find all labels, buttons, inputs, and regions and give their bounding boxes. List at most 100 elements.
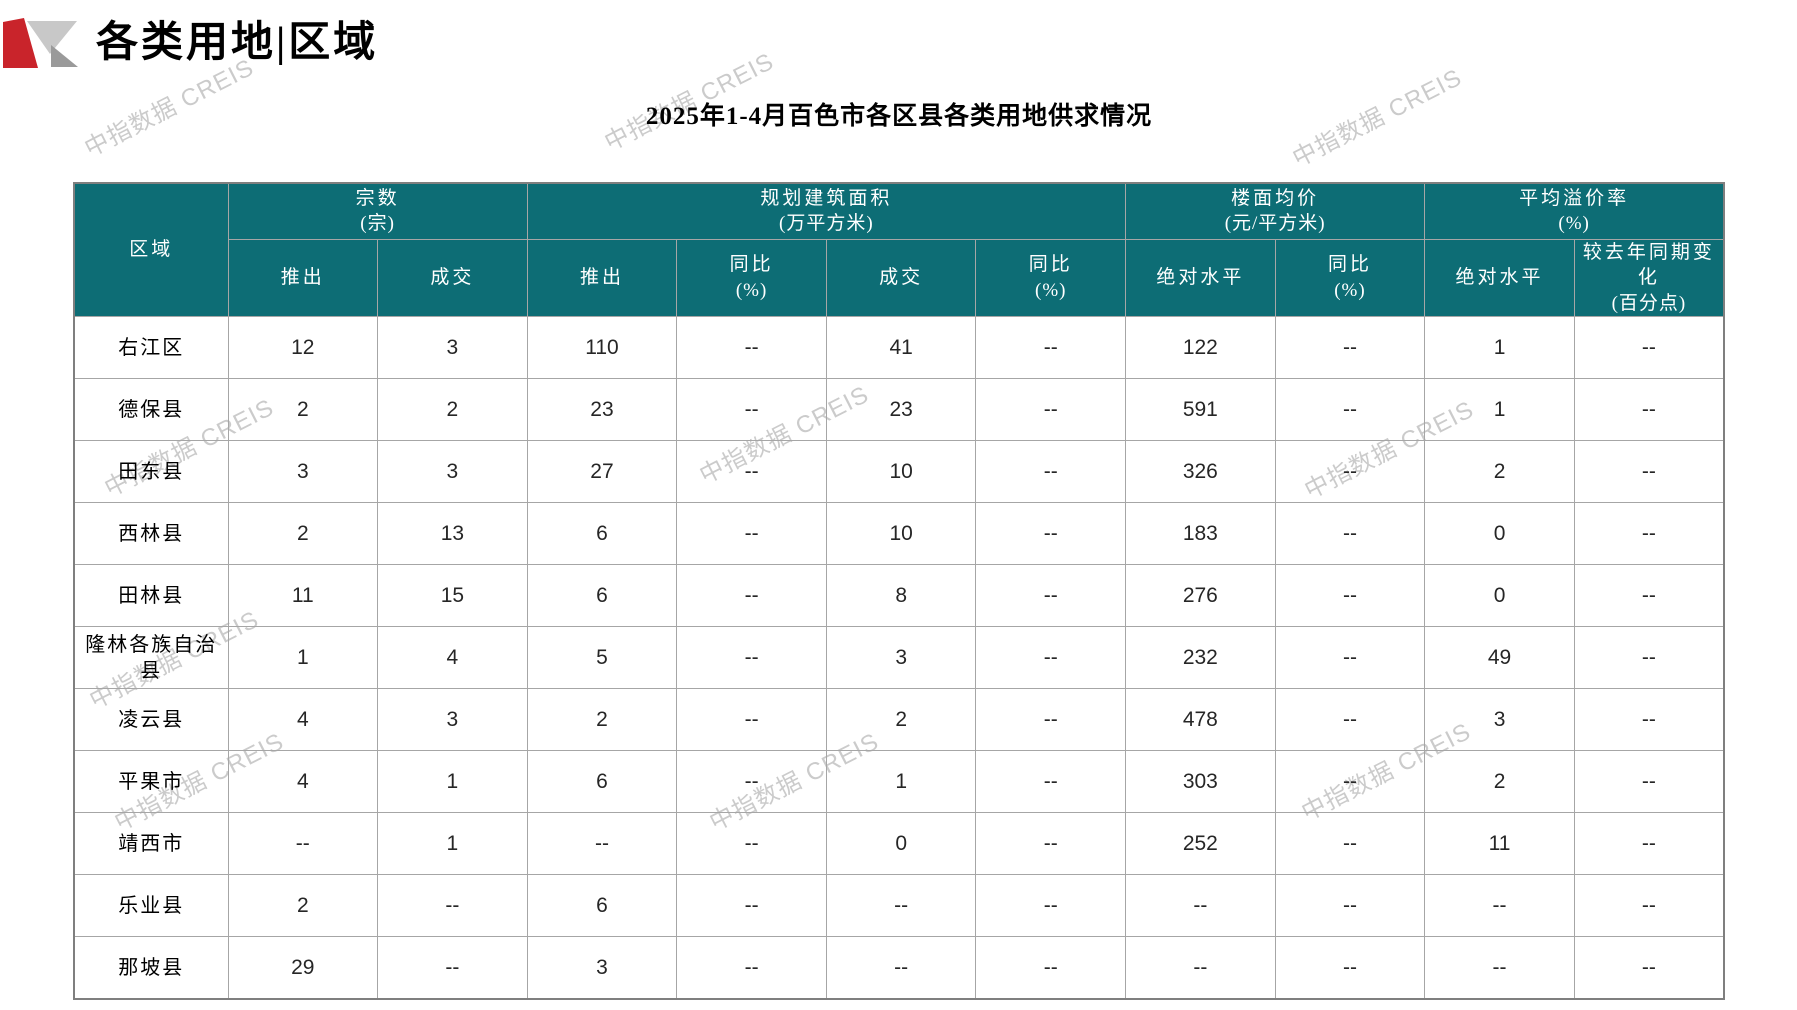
value-cell: 4 xyxy=(227,750,379,814)
header-label: 推出 xyxy=(280,267,325,289)
value-cell: -- xyxy=(1274,936,1426,1000)
value-cell: -- xyxy=(975,874,1127,938)
value-cell: 252 xyxy=(1125,812,1276,876)
value-cell: -- xyxy=(676,936,827,1000)
value-cell: 3 xyxy=(1424,688,1575,752)
value-cell: 15 xyxy=(377,564,528,628)
header-label: 平均溢价率 xyxy=(1519,187,1630,209)
value-cell: -- xyxy=(975,688,1127,752)
header-unit: (%) xyxy=(1334,279,1366,301)
value-cell: 1 xyxy=(1424,316,1575,380)
header-label: 绝对水平 xyxy=(1455,267,1544,289)
value-cell: 2 xyxy=(1424,440,1575,504)
value-cell: 3 xyxy=(825,626,977,690)
region-cell: 田东县 xyxy=(73,440,229,504)
region-cell: 隆林各族自治县 xyxy=(73,626,229,690)
value-cell: 2 xyxy=(227,502,379,566)
value-cell: -- xyxy=(676,750,827,814)
group-header: 宗数 (宗) xyxy=(227,182,528,240)
table-row: 田东县 3 3 27 -- 10 -- 326 -- 2 -- xyxy=(73,440,1725,504)
value-cell: -- xyxy=(1573,874,1725,938)
value-cell: 11 xyxy=(227,564,379,628)
value-cell: 23 xyxy=(526,378,678,442)
value-cell: 591 xyxy=(1125,378,1276,442)
value-cell: 326 xyxy=(1125,440,1276,504)
value-cell: 6 xyxy=(526,874,678,938)
region-cell: 那坡县 xyxy=(73,936,229,1000)
value-cell: -- xyxy=(1573,812,1725,876)
value-cell: -- xyxy=(1274,378,1426,442)
value-cell: 3 xyxy=(377,440,528,504)
value-cell: 11 xyxy=(1424,812,1575,876)
page-title: 各类用地|区域 xyxy=(96,20,379,66)
header-sub-row: 推出 成交 推出 同比 (%) 成交 同比 (%) 绝对水平 同比 (%) 绝对水平 较去年同期变化 (百… xyxy=(74,238,1725,318)
header-label: 成交 xyxy=(879,267,924,289)
column-header: 绝对水平 xyxy=(1424,238,1575,318)
header-label: 规划建筑面积 xyxy=(760,187,893,209)
table-row: 乐业县 2 -- 6 -- -- -- -- -- -- -- xyxy=(73,874,1725,938)
column-header: 同比 (%) xyxy=(1274,238,1426,318)
value-cell: 1 xyxy=(825,750,977,814)
column-header: 成交 xyxy=(377,238,528,318)
value-cell: -- xyxy=(1274,564,1426,628)
header-label: 成交 xyxy=(430,267,475,289)
group-header: 平均溢价率 (%) xyxy=(1424,182,1725,240)
value-cell: -- xyxy=(676,874,827,938)
header-label: 宗数 xyxy=(355,187,400,209)
value-cell: -- xyxy=(1274,316,1426,380)
value-cell: -- xyxy=(1573,378,1725,442)
column-header: 绝对水平 xyxy=(1125,238,1276,318)
value-cell: -- xyxy=(227,812,379,876)
value-cell: 41 xyxy=(825,316,977,380)
value-cell: 2 xyxy=(1424,750,1575,814)
value-cell: 23 xyxy=(825,378,977,442)
value-cell: 1 xyxy=(1424,378,1575,442)
region-cell: 靖西市 xyxy=(73,812,229,876)
value-cell: 0 xyxy=(1424,502,1575,566)
table-row: 田林县 11 15 6 -- 8 -- 276 -- 0 -- xyxy=(73,564,1725,628)
value-cell: -- xyxy=(1274,812,1426,876)
value-cell: 12 xyxy=(227,316,379,380)
value-cell: -- xyxy=(1573,440,1725,504)
value-cell: 6 xyxy=(526,502,678,566)
value-cell: 183 xyxy=(1125,502,1276,566)
region-cell: 德保县 xyxy=(73,378,229,442)
value-cell: 6 xyxy=(526,564,678,628)
value-cell: 2 xyxy=(377,378,528,442)
header-unit: (%) xyxy=(1035,279,1067,301)
header-unit: (%) xyxy=(1558,213,1590,235)
value-cell: -- xyxy=(1274,750,1426,814)
column-header: 成交 xyxy=(825,238,977,318)
header-group-row: 区域 宗数 (宗) 规划建筑面积 (万平方米) 楼面均价 (元/平方米) 平均溢价率 (%) xyxy=(73,182,1725,318)
land-supply-table: 区域 宗数 (宗) 规划建筑面积 (万平方米) 楼面均价 (元/平方米) 平均溢价率 (%) 推出… xyxy=(73,182,1725,1000)
region-cell: 右江区 xyxy=(73,316,229,380)
column-header: 较去年同期变化 (百分点) xyxy=(1573,238,1725,318)
header-label: 绝对水平 xyxy=(1156,267,1245,289)
value-cell: -- xyxy=(1573,316,1725,380)
header-label: 同比 xyxy=(1327,254,1372,276)
header-unit: (%) xyxy=(735,279,768,301)
value-cell: -- xyxy=(825,936,977,1000)
value-cell: -- xyxy=(377,936,528,1000)
value-cell: 5 xyxy=(526,626,678,690)
value-cell: -- xyxy=(1573,626,1725,690)
value-cell: -- xyxy=(676,626,827,690)
value-cell: -- xyxy=(676,502,827,566)
value-cell: 2 xyxy=(526,688,678,752)
header-label: 同比 xyxy=(729,254,774,276)
value-cell: -- xyxy=(1125,936,1276,1000)
group-header: 规划建筑面积 (万平方米) xyxy=(526,182,1127,240)
value-cell: -- xyxy=(676,812,827,876)
value-cell: -- xyxy=(975,316,1127,380)
value-cell: 4 xyxy=(227,688,379,752)
header-label: 同比 xyxy=(1028,254,1073,276)
region-column-header: 区域 xyxy=(73,182,229,318)
value-cell: -- xyxy=(377,874,528,938)
region-cell: 西林县 xyxy=(73,502,229,566)
region-cell: 平果市 xyxy=(73,750,229,814)
table-row: 凌云县 4 3 2 -- 2 -- 478 -- 3 -- xyxy=(73,688,1725,752)
value-cell: -- xyxy=(676,688,827,752)
value-cell: 4 xyxy=(377,626,528,690)
value-cell: -- xyxy=(1274,874,1426,938)
region-cell: 凌云县 xyxy=(73,688,229,752)
